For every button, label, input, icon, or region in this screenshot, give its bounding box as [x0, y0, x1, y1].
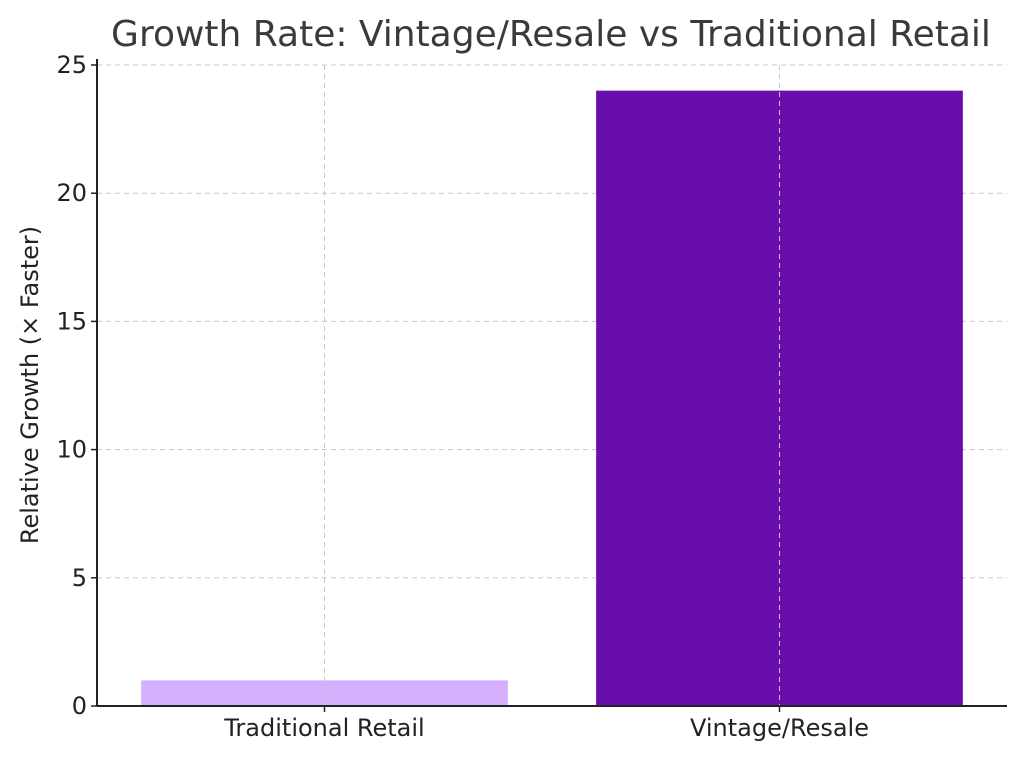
- x-tick-label: Traditional Retail: [223, 714, 424, 742]
- y-tick-label: 0: [72, 692, 87, 720]
- axes-layer: [96, 59, 1007, 707]
- chart-title: Growth Rate: Vintage/Resale vs Tradition…: [111, 14, 991, 55]
- y-tick-label: 20: [56, 179, 87, 207]
- bars-layer: [141, 90, 963, 706]
- y-tick-label: 25: [56, 51, 87, 79]
- vertical-grid-layer: [324, 65, 780, 706]
- y-axis-label: Relative Growth (× Faster): [16, 226, 44, 544]
- x-tick-label: Vintage/Resale: [690, 714, 869, 742]
- y-tick-label: 15: [56, 307, 87, 335]
- y-tick-label: 10: [56, 436, 87, 464]
- bar: [141, 680, 508, 706]
- ticks-layer: 0 5 10 15 20 25 Traditional Retail Vintage/Resa…: [56, 51, 869, 742]
- y-tick-label: 5: [72, 564, 87, 592]
